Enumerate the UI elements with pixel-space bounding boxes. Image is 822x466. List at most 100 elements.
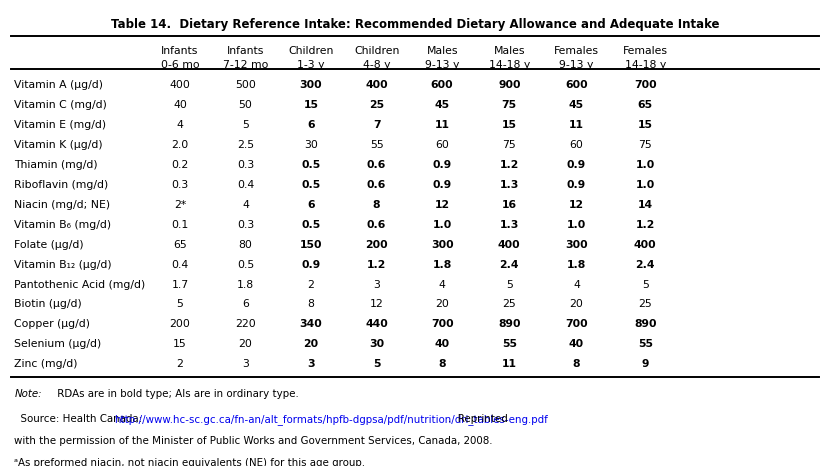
Text: Children: Children: [289, 46, 334, 56]
Text: 11: 11: [435, 120, 450, 130]
Text: 440: 440: [365, 319, 388, 329]
Text: 700: 700: [431, 319, 454, 329]
Text: 3: 3: [373, 280, 380, 289]
Text: Copper (μg/d): Copper (μg/d): [15, 319, 90, 329]
Text: 45: 45: [435, 100, 450, 110]
Text: 1.0: 1.0: [567, 219, 586, 230]
Text: 400: 400: [634, 240, 657, 250]
Text: 220: 220: [235, 319, 256, 329]
Text: 5: 5: [242, 120, 249, 130]
Text: 0.9: 0.9: [567, 180, 586, 190]
Text: 25: 25: [639, 300, 652, 309]
Text: 1.2: 1.2: [367, 260, 386, 269]
Text: 2*: 2*: [174, 200, 186, 210]
Text: Table 14.  Dietary Reference Intake: Recommended Dietary Allowance and Adequate : Table 14. Dietary Reference Intake: Reco…: [111, 18, 719, 31]
Text: RDAs are in bold type; AIs are in ordinary type.: RDAs are in bold type; AIs are in ordina…: [53, 389, 298, 399]
Text: 890: 890: [634, 319, 657, 329]
Text: 400: 400: [498, 240, 520, 250]
Text: Pantothenic Acid (mg/d): Pantothenic Acid (mg/d): [15, 280, 145, 289]
Text: 500: 500: [235, 80, 256, 90]
Text: 0.5: 0.5: [302, 160, 321, 170]
Text: Females: Females: [554, 46, 599, 56]
Text: 1.8: 1.8: [237, 280, 254, 289]
Text: Biotin (μg/d): Biotin (μg/d): [15, 300, 82, 309]
Text: 30: 30: [304, 140, 318, 150]
Text: 1.0: 1.0: [635, 180, 655, 190]
Text: 2.4: 2.4: [635, 260, 655, 269]
Text: 1.8: 1.8: [432, 260, 452, 269]
Text: 2.4: 2.4: [500, 260, 519, 269]
Text: 75: 75: [501, 100, 517, 110]
Text: 150: 150: [300, 240, 322, 250]
Text: 0.9: 0.9: [432, 180, 452, 190]
Text: 50: 50: [238, 100, 252, 110]
Text: 3: 3: [307, 359, 315, 369]
Text: 5: 5: [177, 300, 183, 309]
Text: 0.4: 0.4: [171, 260, 188, 269]
Text: 1-3 y: 1-3 y: [298, 60, 325, 69]
Text: 65: 65: [638, 100, 653, 110]
Text: 300: 300: [300, 80, 322, 90]
Text: 15: 15: [303, 100, 319, 110]
Text: Riboflavin (mg/d): Riboflavin (mg/d): [15, 180, 109, 190]
Text: Males: Males: [493, 46, 525, 56]
Text: Folate (μg/d): Folate (μg/d): [15, 240, 84, 250]
Text: 1.2: 1.2: [635, 219, 655, 230]
Text: 700: 700: [566, 319, 588, 329]
Text: 2: 2: [177, 359, 183, 369]
Text: 0-6 mo: 0-6 mo: [160, 60, 199, 69]
Text: 300: 300: [431, 240, 454, 250]
Text: 12: 12: [569, 200, 584, 210]
Text: 4-8 y: 4-8 y: [363, 60, 390, 69]
Text: 0.5: 0.5: [302, 180, 321, 190]
Text: 3: 3: [242, 359, 249, 369]
Text: 8: 8: [307, 300, 315, 309]
Text: 11: 11: [501, 359, 517, 369]
Text: Infants: Infants: [227, 46, 264, 56]
Text: Zinc (mg/d): Zinc (mg/d): [15, 359, 78, 369]
Text: 200: 200: [365, 240, 388, 250]
Text: 1.2: 1.2: [500, 160, 519, 170]
Text: 80: 80: [238, 240, 252, 250]
Text: Females: Females: [623, 46, 667, 56]
Text: 7: 7: [373, 120, 381, 130]
Text: 15: 15: [173, 339, 187, 350]
Text: 4: 4: [177, 120, 183, 130]
Text: 75: 75: [639, 140, 652, 150]
Text: 1.0: 1.0: [635, 160, 655, 170]
Text: Vitamin C (mg/d): Vitamin C (mg/d): [15, 100, 108, 110]
Text: 890: 890: [498, 319, 520, 329]
Text: 15: 15: [501, 120, 517, 130]
Text: 20: 20: [435, 300, 449, 309]
Text: 55: 55: [638, 339, 653, 350]
Text: Vitamin B₁₂ (μg/d): Vitamin B₁₂ (μg/d): [15, 260, 112, 269]
Text: 340: 340: [300, 319, 322, 329]
Text: 15: 15: [638, 120, 653, 130]
Text: 55: 55: [370, 140, 384, 150]
Text: 9-13 y: 9-13 y: [559, 60, 593, 69]
Text: 2.0: 2.0: [171, 140, 188, 150]
Text: Infants: Infants: [161, 46, 199, 56]
Text: 55: 55: [501, 339, 517, 350]
Text: ᵃAs preformed niacin, not niacin equivalents (NE) for this age group.: ᵃAs preformed niacin, not niacin equival…: [15, 458, 366, 466]
Text: 0.9: 0.9: [567, 160, 586, 170]
Text: 65: 65: [173, 240, 187, 250]
Text: 4: 4: [573, 280, 580, 289]
Text: 5: 5: [642, 280, 649, 289]
Text: 0.9: 0.9: [432, 160, 452, 170]
Text: 0.5: 0.5: [237, 260, 254, 269]
Text: 30: 30: [369, 339, 384, 350]
Text: 1.3: 1.3: [500, 219, 519, 230]
Text: 0.3: 0.3: [237, 219, 254, 230]
Text: 6: 6: [307, 200, 315, 210]
Text: 4: 4: [242, 200, 249, 210]
Text: Vitamin K (μg/d): Vitamin K (μg/d): [15, 140, 103, 150]
Text: 40: 40: [569, 339, 584, 350]
Text: .  Reprinted: . Reprinted: [447, 414, 507, 424]
Text: 5: 5: [506, 280, 513, 289]
Text: 7-12 mo: 7-12 mo: [223, 60, 268, 69]
Text: 5: 5: [373, 359, 381, 369]
Text: 20: 20: [238, 339, 252, 350]
Text: 700: 700: [634, 80, 657, 90]
Text: 8: 8: [373, 200, 381, 210]
